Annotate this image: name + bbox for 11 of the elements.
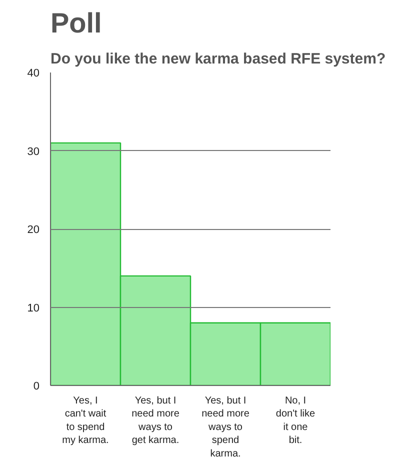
y-tick-label: 20 [27,224,40,236]
chart-subtitle: Do you like the new karma based RFE system? [50,50,386,68]
y-tick-label: 0 [33,380,40,392]
x-tick-label: Yes, I can't wait to spend my karma. [62,396,109,446]
chart-title: Poll [50,8,102,38]
x-tick-label: No, I don't like it one bit. [276,396,316,446]
x-tick-label: Yes, but I need more ways to spend karma. [202,396,250,460]
x-tick-label: Yes, but I need more ways to get karma. [132,396,180,446]
y-tick-label: 40 [27,68,40,80]
y-tick-label: 30 [27,146,40,158]
y-tick-label: 10 [27,302,40,314]
